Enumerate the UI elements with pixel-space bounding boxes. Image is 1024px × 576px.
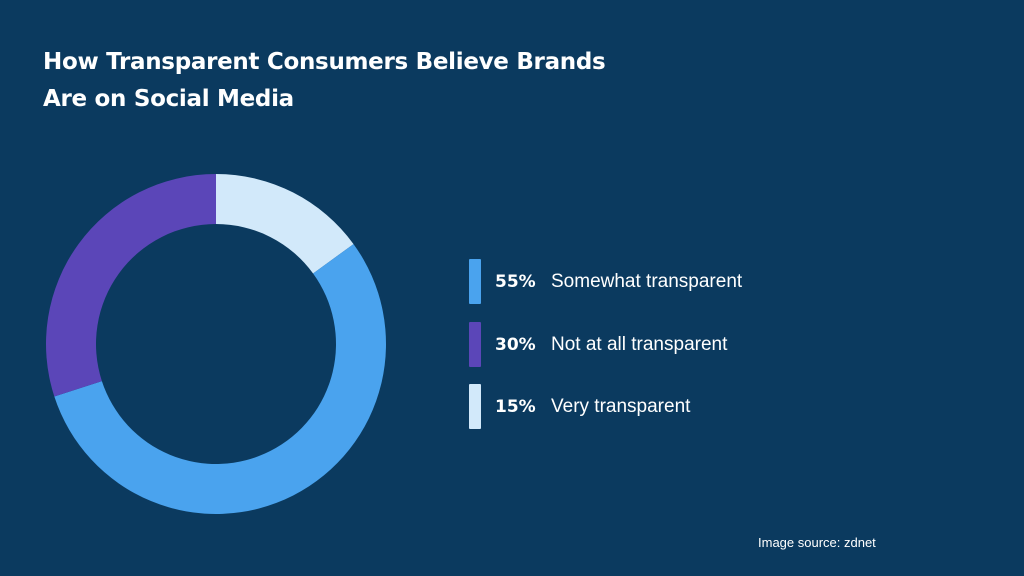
legend-value-very-transparent: 15% [495, 397, 536, 417]
chart-title-line-2: Are on Social Media [43, 86, 294, 112]
legend-label-very-transparent: Very transparent [551, 396, 691, 417]
image-source-credit: Image source: zdnet [758, 535, 876, 550]
donut-slice-somewhat-transparent [54, 244, 386, 514]
legend-item-somewhat-transparent: 55% Somewhat transparent [469, 259, 849, 305]
chart-title: How Transparent Consumers Believe Brands… [43, 44, 663, 118]
donut-slice-not-at-all-transparent [45, 174, 216, 397]
legend-swatch-very-transparent [469, 384, 481, 429]
donut-slice-very-transparent [216, 174, 354, 274]
chart-title-line-1: How Transparent Consumers Believe Brands [43, 49, 606, 75]
donut-slices [45, 174, 386, 514]
legend-label-somewhat-transparent: Somewhat transparent [551, 271, 743, 292]
legend-swatch-somewhat-transparent [469, 259, 481, 304]
legend-swatch-not-at-all-transparent [469, 322, 481, 367]
legend-label-not-at-all-transparent: Not at all transparent [551, 334, 728, 355]
legend-value-not-at-all-transparent: 30% [495, 335, 536, 355]
legend-value-somewhat-transparent: 55% [495, 272, 536, 292]
legend-item-very-transparent: 15% Very transparent [469, 384, 849, 430]
donut-chart [45, 174, 386, 514]
legend-item-not-at-all-transparent: 30% Not at all transparent [469, 322, 849, 368]
